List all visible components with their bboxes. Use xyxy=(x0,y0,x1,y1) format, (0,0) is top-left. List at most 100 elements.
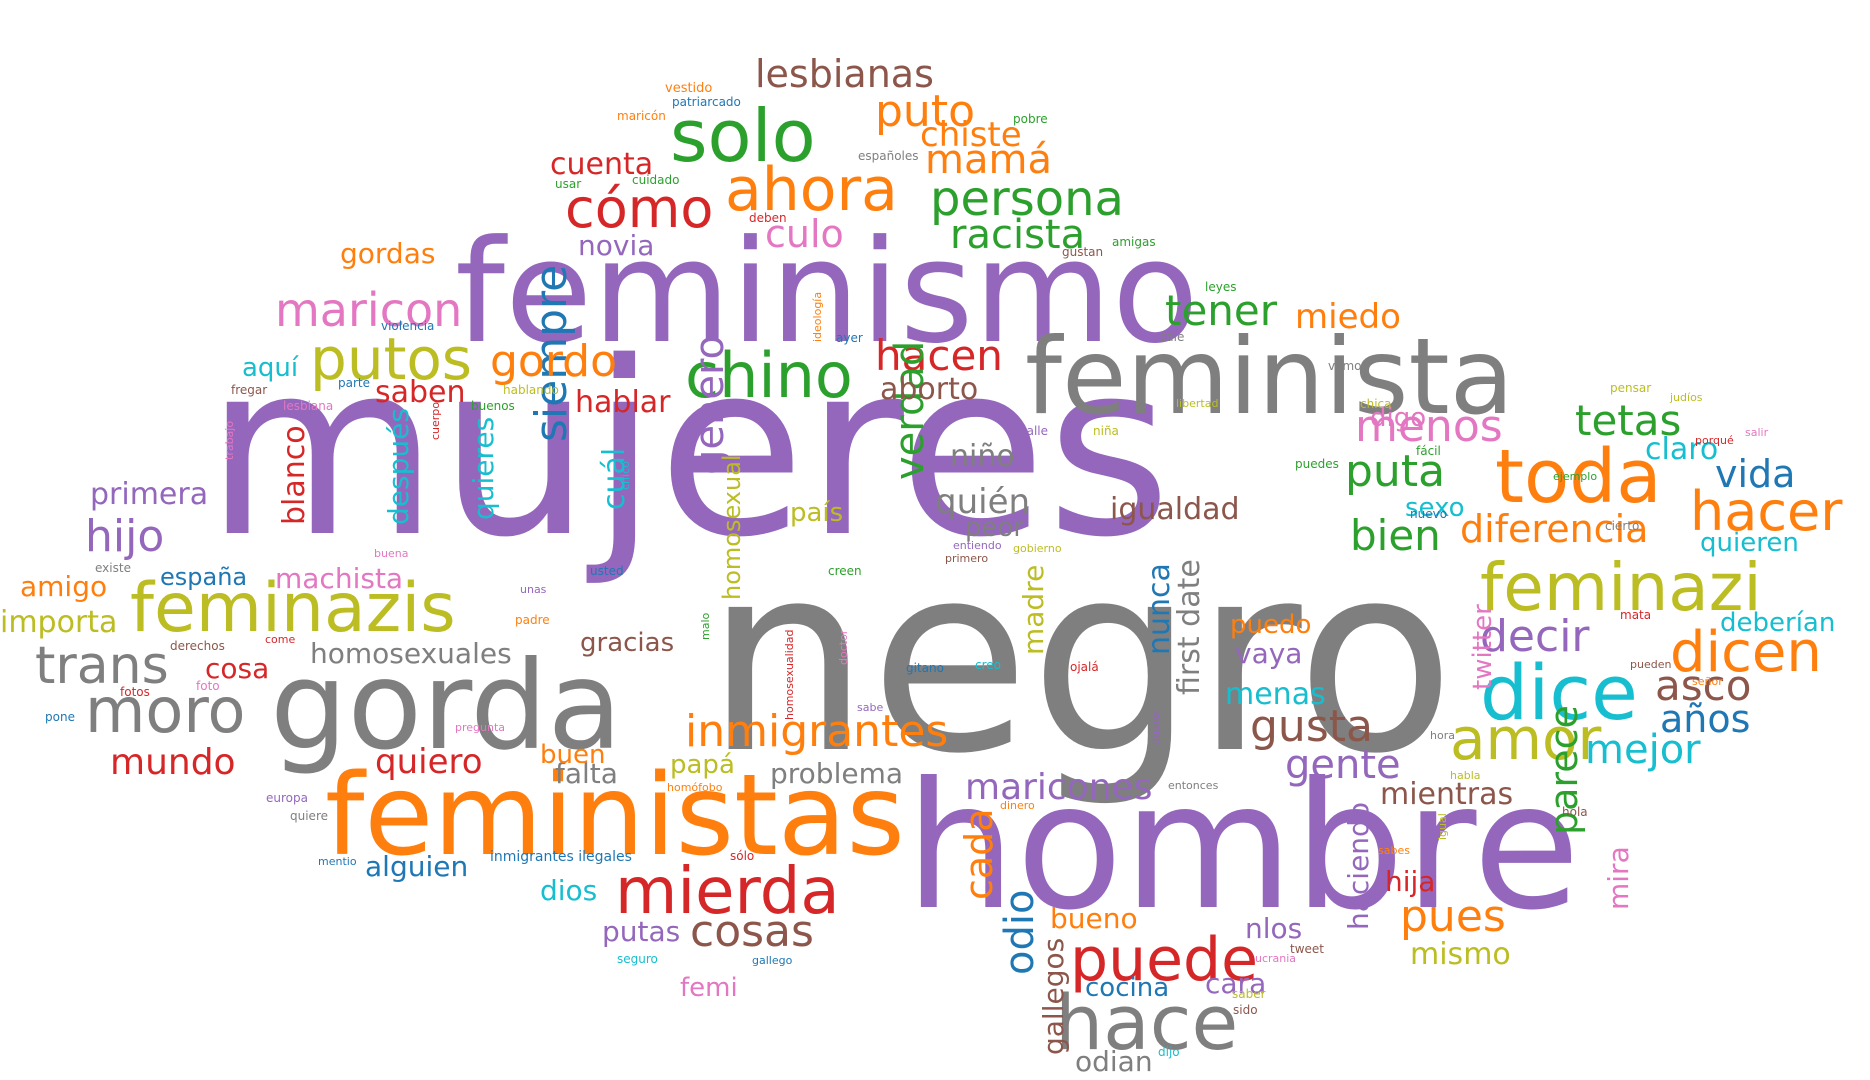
word-86: machista xyxy=(275,562,404,595)
word-95: bueno xyxy=(1050,902,1138,935)
word-146: salir xyxy=(1745,426,1769,439)
word-155: existe xyxy=(95,561,131,575)
word-57: chiste xyxy=(920,115,1022,155)
word-141: chica xyxy=(1360,397,1392,411)
word-150: puedes xyxy=(1295,457,1339,471)
word-137: lesbiana xyxy=(283,399,334,413)
word-116: españa xyxy=(160,563,248,591)
word-121: españoles xyxy=(858,149,919,163)
word-129: violencia xyxy=(381,319,435,333)
word-9: toda xyxy=(1495,434,1662,520)
word-15: moro xyxy=(85,674,246,747)
word-130: ideología xyxy=(811,291,824,342)
word-195: ucrania xyxy=(1255,952,1297,965)
word-46: gente xyxy=(1285,742,1401,788)
word-23: cómo xyxy=(565,177,714,240)
word-29: cosas xyxy=(690,906,814,957)
word-21: trans xyxy=(35,636,169,696)
word-97: odian xyxy=(1075,1045,1153,1078)
word-69: aborto xyxy=(880,372,979,407)
word-76: menas xyxy=(1225,677,1326,712)
word-154: cierto xyxy=(1605,519,1640,533)
word-186: entonces xyxy=(1168,779,1219,792)
word-44: mamá xyxy=(925,137,1052,183)
word-198: sido xyxy=(1233,1003,1258,1017)
word-61: quiero xyxy=(375,742,483,782)
word-78: quieres xyxy=(467,416,500,520)
word-53: odio xyxy=(997,889,1043,975)
word-92: gracias xyxy=(580,628,675,658)
word-126: amigas xyxy=(1112,235,1156,249)
word-125: pobre xyxy=(1013,112,1048,126)
word-176: pueden xyxy=(1630,658,1672,671)
word-172: gitano xyxy=(906,661,944,675)
word-20: dicen xyxy=(1670,620,1822,685)
word-27: maricon xyxy=(275,283,463,337)
word-10: feminazi xyxy=(1480,549,1762,626)
word-163: padre xyxy=(515,613,550,627)
word-64: cosa xyxy=(205,652,270,685)
word-117: inmigrantes ilegales xyxy=(490,849,632,865)
word-39: menos xyxy=(1355,401,1503,452)
word-3: feminismo xyxy=(455,210,1199,375)
word-162: unas xyxy=(520,583,547,596)
word-131: ayer xyxy=(836,331,863,345)
word-38: racista xyxy=(950,212,1086,258)
word-115: sexo xyxy=(1405,493,1465,523)
word-144: trabajo xyxy=(223,420,236,460)
word-42: puta xyxy=(1345,446,1446,497)
word-59: miedo xyxy=(1295,297,1401,337)
word-194: gallego xyxy=(752,954,793,967)
word-161: usted xyxy=(590,564,624,578)
word-196: tweet xyxy=(1290,942,1324,956)
word-82: gordas xyxy=(340,237,436,270)
word-87: madre xyxy=(1017,564,1050,655)
word-94: putas xyxy=(602,915,681,948)
word-56: años xyxy=(1660,697,1751,741)
word-58: quién xyxy=(935,482,1031,522)
word-183: europa xyxy=(266,791,308,805)
word-153: nuevo xyxy=(1410,507,1448,521)
word-128: leyes xyxy=(1205,280,1237,294)
word-108: país xyxy=(790,498,844,528)
word-63: claro xyxy=(1645,432,1719,467)
word-177: señor xyxy=(1692,675,1723,688)
word-134: parte xyxy=(338,376,370,390)
word-157: entiendo xyxy=(953,539,1002,552)
word-90: amigo xyxy=(20,570,108,603)
word-164: malo xyxy=(699,612,712,640)
word-71: mismo xyxy=(1410,937,1511,972)
word-111: buen xyxy=(540,740,606,770)
word-184: quiere xyxy=(290,809,328,823)
word-2: hombre xyxy=(905,746,1581,949)
word-22: hacer xyxy=(1690,480,1843,543)
word-50: culo xyxy=(765,212,844,256)
word-182: habla xyxy=(1450,769,1481,782)
word-188: igual xyxy=(1436,813,1449,840)
word-8: dice xyxy=(1480,648,1638,737)
word-190: mentio xyxy=(318,855,357,868)
word-120: maricón xyxy=(617,109,666,123)
word-119: patriarcado xyxy=(672,95,741,109)
word-118: vestido xyxy=(665,81,713,96)
word-132: sale xyxy=(1160,330,1185,344)
word-18: amor xyxy=(1450,705,1602,773)
word-106: twitter xyxy=(1468,604,1498,690)
word-68: hablar xyxy=(575,385,671,420)
word-185: homófobo xyxy=(667,781,723,794)
word-145: calle xyxy=(1020,424,1049,438)
word-159: primero xyxy=(945,552,989,565)
word-28: gordo xyxy=(490,336,618,387)
word-70: primera xyxy=(90,477,209,512)
word-143: judíos xyxy=(1670,391,1703,404)
word-30: puto xyxy=(875,86,975,137)
word-142: pensar xyxy=(1610,381,1652,395)
word-136: vamos xyxy=(1328,359,1368,373)
word-91: alguien xyxy=(365,850,469,883)
word-171: pone xyxy=(45,710,75,724)
word-72: homosexuales xyxy=(310,637,512,670)
word-147: porqué xyxy=(1695,434,1734,447)
word-65: cuenta xyxy=(550,147,654,182)
word-151: fácil xyxy=(1416,444,1441,458)
word-197: saber xyxy=(1232,987,1266,1001)
